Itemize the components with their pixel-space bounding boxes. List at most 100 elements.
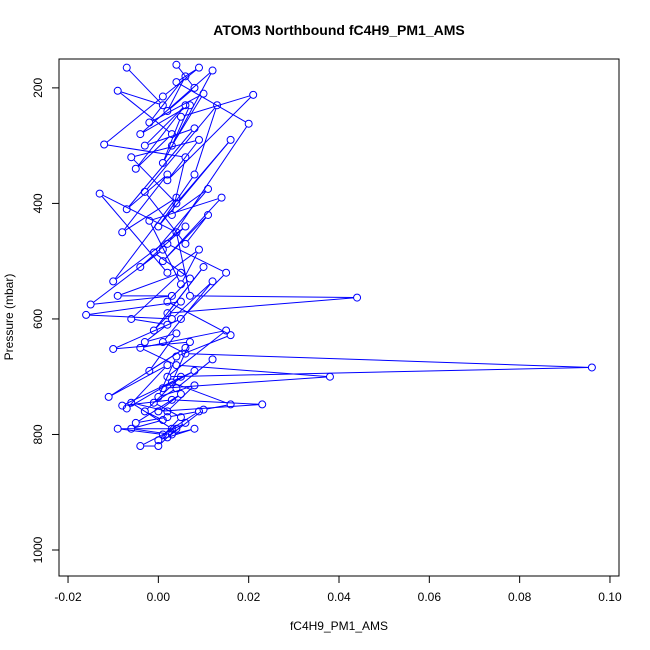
series-segment — [178, 361, 211, 387]
y-tick-label: 400 — [31, 193, 45, 213]
data-point — [172, 384, 181, 393]
data-point — [181, 239, 190, 248]
series-segment — [93, 251, 161, 303]
data-point — [167, 430, 176, 439]
series-segment — [133, 274, 179, 317]
series-segment — [169, 251, 197, 272]
series-segment — [134, 420, 160, 429]
y-axis-label: Pressure (mbar) — [2, 274, 16, 361]
data-point — [136, 262, 145, 271]
y-axis: 200 400 600 800 1000 — [31, 78, 60, 563]
data-point — [95, 189, 104, 198]
data-point — [190, 124, 199, 133]
data-point — [122, 205, 131, 214]
series-segment — [146, 107, 184, 144]
data-point — [172, 424, 181, 433]
data-point — [204, 210, 213, 219]
data-point — [226, 400, 235, 409]
series-segment — [148, 333, 174, 342]
data-point — [149, 398, 158, 407]
series-segment — [170, 302, 228, 334]
series-segment — [102, 194, 174, 232]
data-point — [176, 372, 185, 381]
data-point — [131, 418, 140, 427]
series-segment — [129, 176, 166, 208]
data-point — [249, 90, 258, 99]
series-segment — [120, 92, 170, 133]
data-point — [176, 297, 185, 306]
series-segment — [120, 273, 178, 296]
series-segment — [146, 107, 216, 190]
series-segment — [179, 364, 327, 377]
series-segment — [147, 326, 165, 341]
series-segment — [120, 91, 160, 105]
series-segment — [142, 228, 184, 265]
series-segment — [168, 79, 185, 109]
series-segment — [168, 126, 248, 242]
data-point — [149, 326, 158, 335]
data-point — [195, 135, 203, 144]
data-point — [172, 78, 181, 87]
data-point — [163, 170, 172, 179]
data-point — [109, 344, 118, 353]
data-point — [158, 92, 167, 101]
data-point — [172, 60, 181, 69]
data-point — [118, 228, 127, 237]
data-point — [176, 280, 185, 289]
data-point — [195, 407, 203, 416]
data-point — [185, 291, 194, 300]
data-point — [127, 314, 136, 323]
series-segment — [193, 295, 354, 299]
series-segment — [170, 367, 589, 378]
data-point — [104, 392, 113, 401]
y-tick-label: 600 — [31, 309, 45, 329]
series-segment — [111, 366, 165, 396]
series-segment — [134, 428, 169, 435]
series-segment — [106, 98, 161, 143]
data-point — [127, 424, 136, 433]
series-segment — [170, 244, 224, 272]
data-point — [190, 83, 199, 92]
data-point — [172, 193, 181, 202]
data-point — [190, 170, 199, 179]
x-tick-label: 0.04 — [327, 590, 351, 604]
data-point — [122, 63, 131, 72]
data-point — [325, 372, 334, 381]
data-point — [258, 400, 267, 409]
data-point — [190, 424, 199, 433]
data-point — [131, 164, 140, 173]
series-segment — [195, 108, 217, 172]
series-segment — [89, 301, 178, 315]
data-point — [195, 63, 203, 72]
series-segment — [114, 200, 175, 279]
data-point — [204, 184, 213, 193]
series-segment — [128, 367, 166, 407]
series-segment — [160, 419, 179, 439]
data-point — [154, 392, 163, 401]
data-point — [199, 89, 208, 98]
data-point — [199, 262, 208, 271]
data-point — [587, 363, 596, 372]
series-segment — [174, 283, 211, 317]
data-point — [181, 349, 190, 358]
x-tick-label: 0.00 — [147, 590, 171, 604]
series-segment — [159, 177, 193, 224]
series-segment — [147, 412, 160, 419]
series-segment — [123, 176, 166, 230]
data-point — [181, 101, 190, 110]
data-point — [353, 293, 362, 302]
series-segment — [155, 191, 207, 251]
series-segment — [179, 83, 246, 123]
series-segment — [152, 198, 219, 221]
data-point — [199, 405, 208, 414]
data-point — [140, 407, 149, 416]
data-point — [208, 277, 217, 286]
series-segment — [146, 194, 184, 242]
data-point — [109, 277, 118, 286]
series-segment — [166, 376, 327, 389]
series-segment — [174, 190, 206, 214]
data-point — [158, 245, 167, 254]
series-segment — [111, 349, 183, 396]
data-point — [158, 416, 167, 425]
